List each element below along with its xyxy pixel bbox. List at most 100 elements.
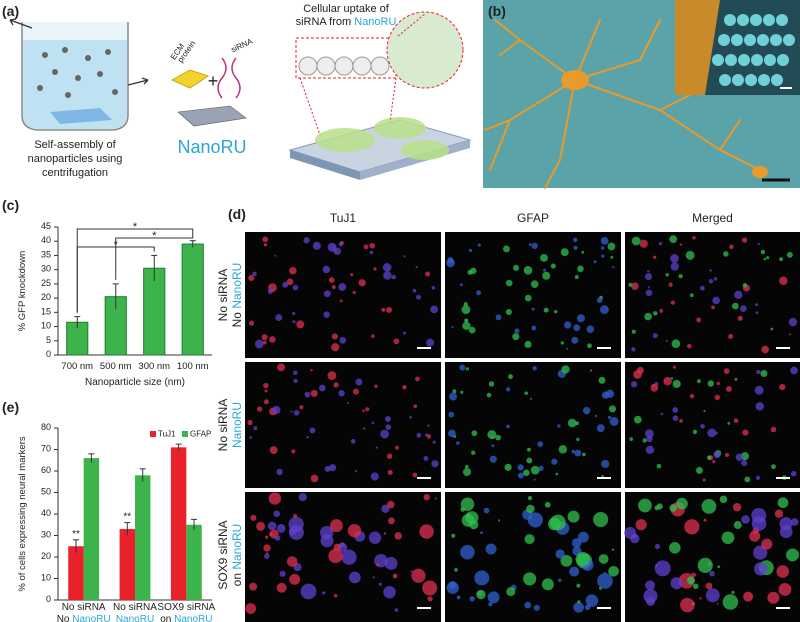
cell [577, 531, 589, 543]
y-tick-label: 60 [41, 465, 51, 475]
x-tick-label: 100 nm [177, 361, 209, 372]
cell [333, 593, 338, 598]
cell [333, 247, 342, 256]
y-tick-label: 80 [41, 422, 51, 432]
cell [689, 293, 694, 298]
cell [571, 449, 576, 454]
cell [631, 236, 641, 246]
cell [594, 414, 598, 418]
cell [341, 549, 357, 565]
cell [593, 260, 597, 264]
legend-swatch [150, 431, 156, 437]
cell [729, 244, 734, 249]
cell [403, 255, 406, 258]
cell [394, 608, 399, 612]
cell [564, 321, 572, 329]
cell [692, 429, 698, 435]
cell [526, 457, 533, 464]
cell [363, 244, 369, 250]
cell [523, 469, 530, 477]
cell [491, 444, 495, 448]
x-tick-label: 500 nm [100, 361, 132, 372]
cell [697, 557, 713, 573]
cell [465, 511, 479, 525]
cell [339, 336, 347, 344]
cell [448, 411, 455, 418]
cell [672, 379, 681, 389]
cell [713, 451, 721, 459]
cell [292, 320, 296, 324]
cell [680, 597, 695, 613]
cell [573, 245, 578, 251]
legend-label: TuJ1 [158, 430, 176, 439]
cell [264, 389, 268, 393]
cell [451, 533, 456, 538]
cell [277, 363, 286, 372]
cell [248, 274, 255, 282]
cell [778, 582, 792, 596]
significance-bracket [76, 246, 155, 313]
uptake-caption: Cellular uptake of [303, 3, 390, 15]
cell [542, 271, 551, 280]
cell [723, 251, 729, 257]
cell [709, 570, 715, 577]
panel-label: (e) [2, 399, 19, 415]
cell [770, 327, 774, 331]
cell [593, 511, 609, 528]
cell [711, 305, 715, 310]
cell [292, 284, 299, 291]
cell [575, 552, 590, 567]
cell [542, 268, 547, 272]
cell [633, 370, 642, 379]
cell [670, 254, 679, 263]
cell [252, 271, 257, 277]
cell [524, 534, 535, 545]
cell [790, 518, 799, 526]
uptake-caption: siRNA from NanoRU [296, 16, 397, 28]
cell [286, 278, 294, 286]
cell [524, 391, 528, 396]
cell [638, 498, 652, 513]
cell [532, 366, 537, 371]
cell [633, 415, 642, 424]
cell [319, 384, 326, 392]
cell [476, 290, 482, 296]
cell [503, 245, 510, 253]
cell [488, 602, 493, 607]
cell [276, 468, 283, 476]
cell [703, 409, 706, 413]
cell [430, 305, 439, 314]
cell [352, 388, 359, 395]
plus-sign: + [208, 71, 219, 91]
row-label: SOX9 siRNA [216, 520, 230, 589]
cell [338, 283, 347, 291]
cell [347, 401, 350, 404]
cell [538, 465, 544, 472]
cell [574, 274, 579, 280]
cell [684, 519, 700, 535]
cell [732, 503, 742, 512]
cell [411, 568, 426, 583]
cell [266, 552, 269, 555]
cell [309, 427, 316, 434]
micrograph [245, 362, 441, 488]
cell [373, 267, 377, 271]
cell [596, 297, 603, 303]
cell [734, 377, 738, 381]
cell [370, 472, 379, 481]
cell [256, 406, 263, 412]
cell [717, 565, 721, 569]
cell [654, 560, 671, 577]
row-label: No NanoRU [230, 263, 244, 328]
cell [600, 305, 609, 315]
cell [250, 514, 257, 521]
cell [561, 365, 570, 374]
cell [761, 345, 770, 354]
cell [423, 456, 429, 461]
cell [703, 518, 707, 522]
cell [788, 317, 798, 327]
cell [728, 333, 734, 339]
cell [771, 464, 776, 470]
cell [264, 553, 270, 559]
cell [524, 340, 532, 349]
